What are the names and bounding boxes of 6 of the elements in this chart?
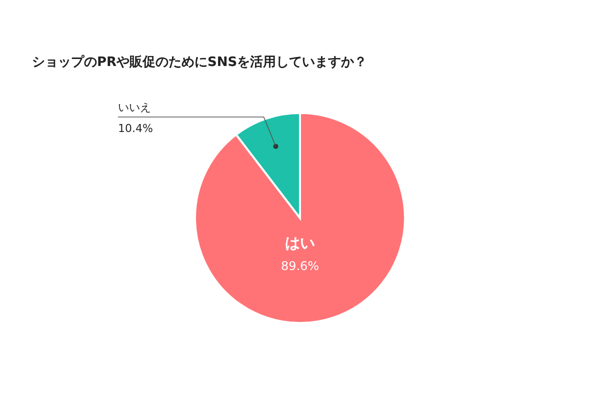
data-label: 10.4% bbox=[118, 122, 153, 135]
slice-label: いいえ bbox=[118, 101, 151, 114]
chart-title: ショップのPRや販促のためにSNSを活用していますか？ bbox=[32, 54, 368, 70]
pie-slice bbox=[194, 112, 406, 324]
data-label: 89.6% bbox=[280, 259, 320, 273]
slice-label: はい bbox=[285, 234, 315, 252]
